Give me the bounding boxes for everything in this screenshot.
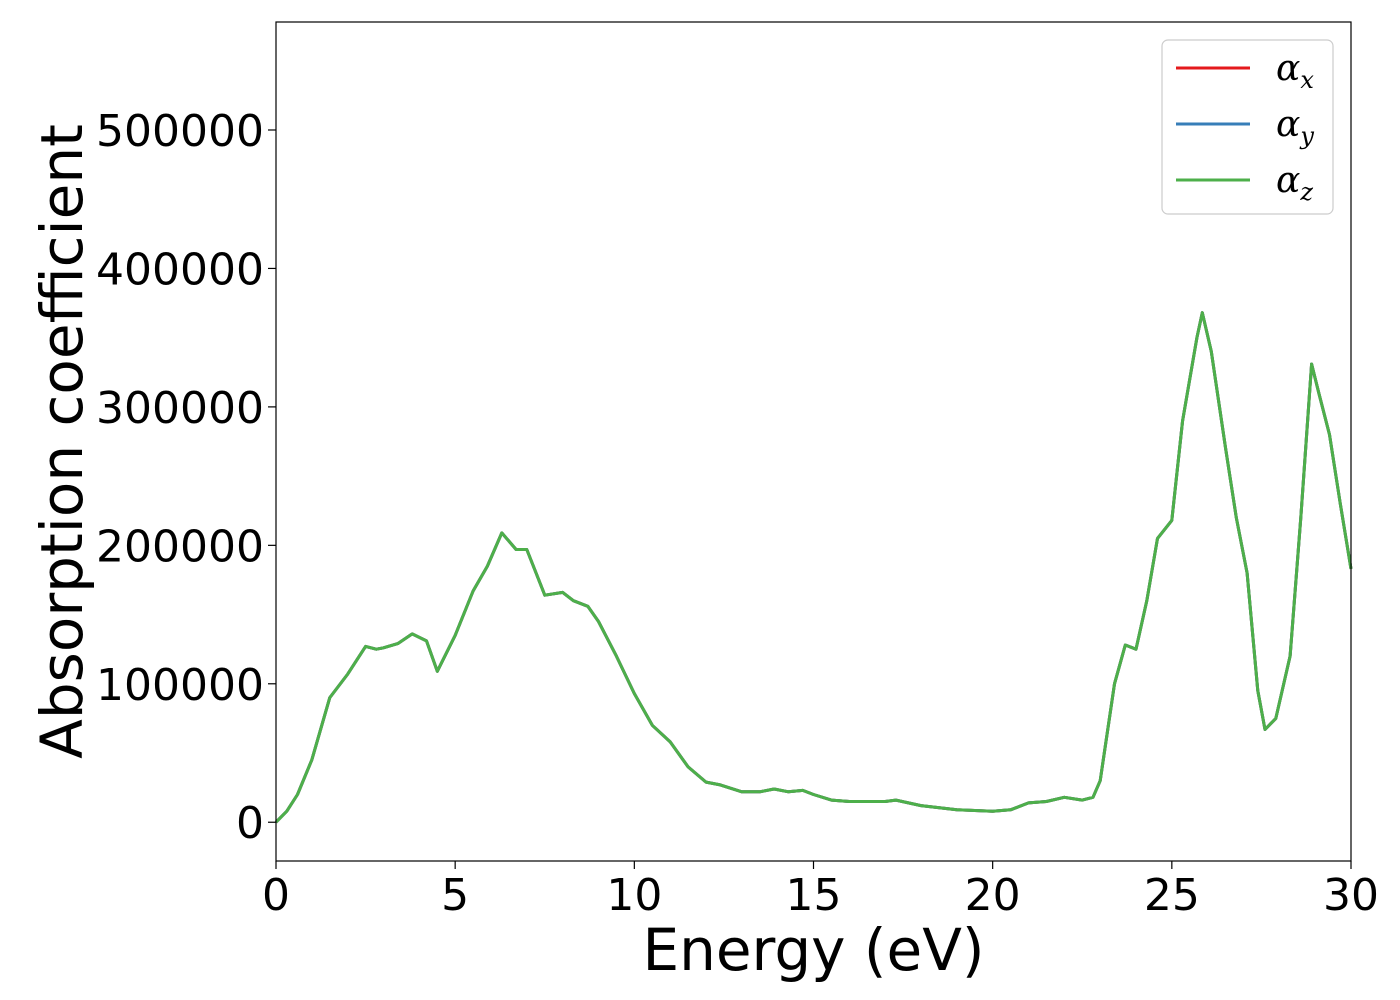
x-tick-label: 5 (441, 870, 469, 921)
plot-series (274, 311, 1353, 824)
y-tick-label: 400000 (96, 244, 264, 295)
x-tick-label: 30 (1323, 870, 1379, 921)
x-axis-label: Energy (eV) (642, 916, 984, 984)
legend-label-x: αx (1276, 48, 1314, 94)
x-tick-label: 10 (606, 870, 662, 921)
series-line-y (274, 311, 1353, 824)
legend-label-y: αy (1276, 104, 1314, 150)
y-tick-label: 0 (236, 798, 264, 849)
y-axis-label: Absorption coefficient (28, 124, 96, 759)
y-tick-label: 100000 (96, 660, 264, 711)
legend-label-z: αz (1276, 160, 1313, 206)
series-line-z (274, 311, 1353, 824)
y-tick-label: 500000 (96, 106, 264, 157)
y-tick-label: 200000 (96, 521, 264, 572)
y-tick-label: 300000 (96, 383, 264, 434)
x-tick-label: 15 (786, 870, 842, 921)
y-axis-ticks: 0 100000 200000 300000 400000 500000 (96, 106, 276, 849)
legend: αx αy αz (1161, 39, 1334, 215)
x-tick-label: 25 (1144, 870, 1200, 921)
legend-box (1161, 39, 1334, 215)
series-line-x (274, 311, 1353, 824)
x-tick-label: 0 (262, 870, 290, 921)
x-tick-label: 20 (965, 870, 1021, 921)
x-axis-ticks: 0 5 10 15 20 25 30 (262, 861, 1379, 921)
